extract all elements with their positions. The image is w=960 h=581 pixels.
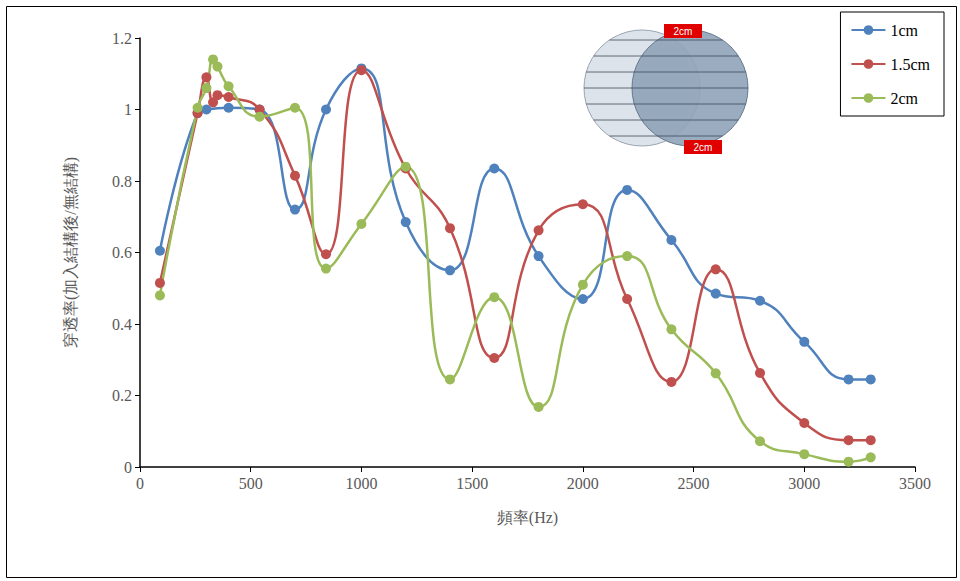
svg-text:2cm: 2cm	[694, 142, 713, 153]
svg-text:1.2: 1.2	[112, 30, 132, 47]
svg-text:頻率(Hz): 頻率(Hz)	[497, 509, 558, 527]
svg-text:穿透率(加入結構後/無結構): 穿透率(加入結構後/無結構)	[62, 157, 80, 348]
svg-text:3000: 3000	[788, 475, 820, 492]
svg-text:2000: 2000	[567, 475, 599, 492]
svg-text:0.4: 0.4	[112, 316, 132, 333]
svg-text:0: 0	[136, 475, 144, 492]
svg-text:0.2: 0.2	[112, 387, 132, 404]
svg-text:0.6: 0.6	[112, 244, 132, 261]
svg-text:1cm: 1cm	[890, 22, 918, 39]
svg-text:0: 0	[124, 459, 132, 476]
svg-text:3500: 3500	[899, 475, 931, 492]
svg-text:500: 500	[239, 475, 263, 492]
svg-text:1500: 1500	[456, 475, 488, 492]
svg-text:0.8: 0.8	[112, 173, 132, 190]
svg-text:1.5cm: 1.5cm	[890, 56, 930, 73]
svg-text:2cm: 2cm	[674, 26, 693, 37]
svg-text:2500: 2500	[678, 475, 710, 492]
svg-text:1000: 1000	[345, 475, 377, 492]
svg-text:2cm: 2cm	[890, 90, 918, 107]
svg-text:1: 1	[124, 101, 132, 118]
